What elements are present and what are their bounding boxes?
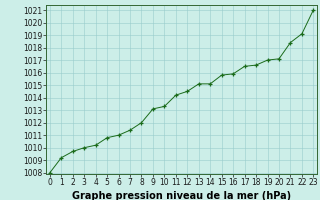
- X-axis label: Graphe pression niveau de la mer (hPa): Graphe pression niveau de la mer (hPa): [72, 191, 291, 200]
